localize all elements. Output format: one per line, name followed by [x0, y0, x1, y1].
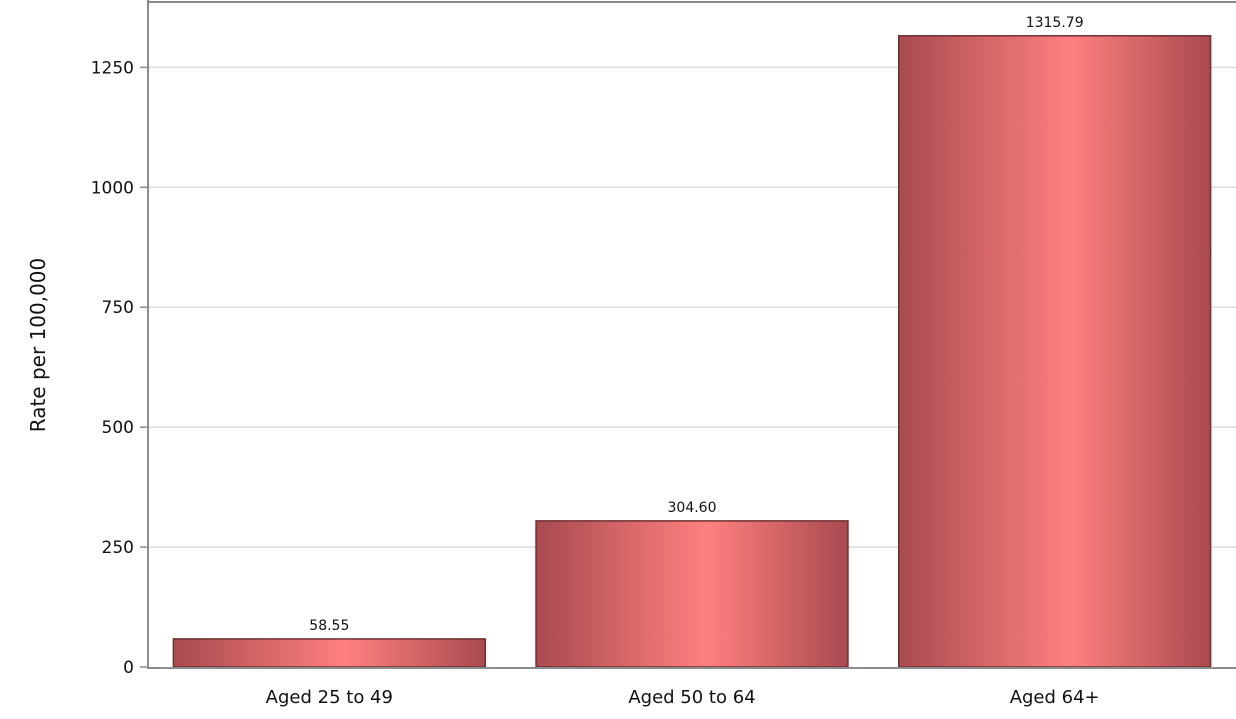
y-axis-title: Rate per 100,000: [26, 258, 50, 433]
bar-2: [535, 520, 849, 668]
y-tick-label: 1000: [91, 178, 134, 198]
x-category-label: Aged 50 to 64: [628, 687, 755, 708]
y-tick-label: 250: [102, 538, 134, 558]
x-category-label: Aged 64+: [1010, 687, 1100, 708]
bar-1: [172, 638, 487, 668]
y-tick-label: 1250: [91, 58, 134, 78]
bars: [172, 35, 1212, 668]
data-label: 1315.79: [1026, 15, 1084, 31]
data-label: 58.55: [309, 618, 349, 634]
x-category-label: Aged 25 to 49: [266, 687, 393, 708]
y-tick-label: 750: [102, 298, 134, 318]
bar-3: [897, 35, 1212, 668]
data-label: 304.60: [668, 500, 717, 516]
y-tick-label: 0: [123, 658, 134, 678]
y-tick-label: 500: [102, 418, 134, 438]
axes: [140, 0, 1236, 669]
labels: 0 250 500 750 1000 1250 58.55 Aged 25 to 49 304.…: [91, 15, 1100, 708]
